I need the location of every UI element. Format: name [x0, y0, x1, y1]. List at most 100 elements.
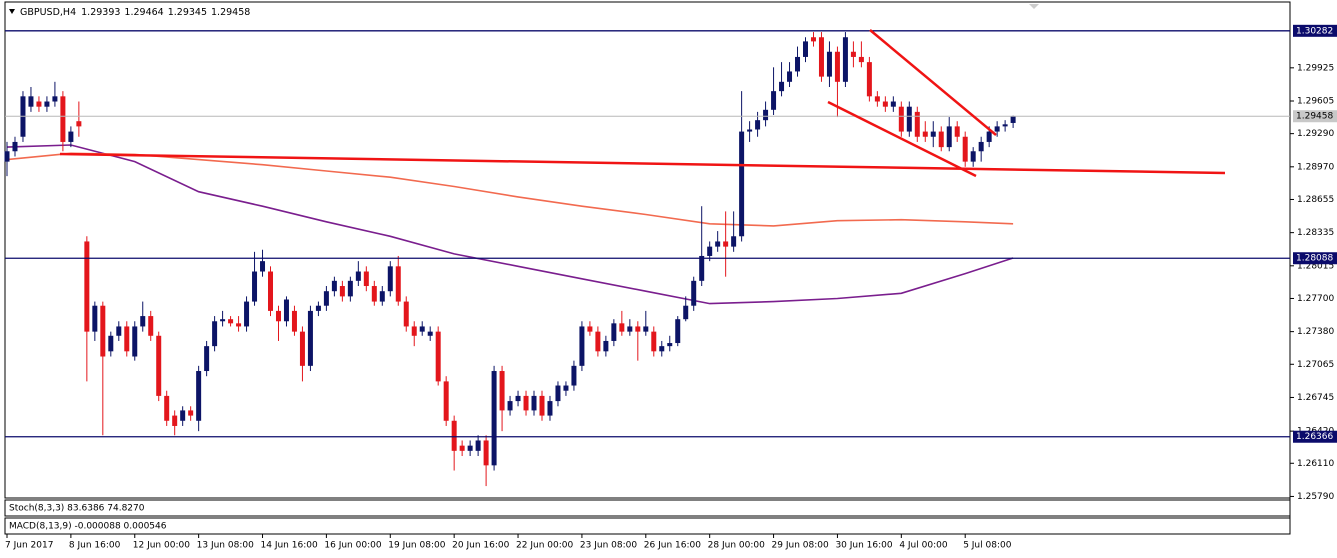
candle-body [76, 121, 82, 127]
candle-body [611, 323, 617, 341]
x-tick-label: 14 Jun 16:00 [261, 541, 318, 551]
candle-body [635, 326, 641, 332]
y-tick-label: 1.27700 [1297, 294, 1334, 304]
candle-body [970, 151, 976, 162]
x-tick-label: 16 Jun 00:00 [324, 541, 381, 551]
candle-body [411, 326, 417, 336]
x-tick-label: 19 Jun 08:00 [388, 541, 445, 551]
candle-body [587, 326, 593, 332]
candle-body [579, 326, 585, 366]
x-tick-label: 23 Jun 08:00 [580, 541, 637, 551]
candle-body [435, 331, 441, 382]
candle-body [571, 365, 577, 386]
candle-body [28, 96, 34, 107]
header-open: 1.29393 [81, 7, 120, 18]
candle-body [699, 255, 705, 281]
candle-body [148, 316, 154, 336]
candle-body [707, 246, 713, 256]
scroll-marker [1029, 4, 1039, 9]
trend-line [869, 29, 997, 136]
y-tick-label: 1.29925 [1297, 63, 1334, 73]
candle-body [307, 310, 313, 366]
x-tick-label: 13 Jun 08:00 [197, 541, 254, 551]
level-label-box [1293, 24, 1337, 37]
indicator-label: MACD(8,13,9) -0.000088 0.000546 [9, 522, 167, 532]
candle-body [866, 62, 872, 97]
candle-body [331, 280, 337, 292]
candle-body [419, 326, 425, 332]
y-tick-label: 1.28335 [1297, 228, 1334, 238]
candle-body [667, 343, 673, 347]
header-low: 1.29345 [168, 7, 207, 18]
candle-body [675, 319, 681, 344]
price-label: 1.29458 [1296, 112, 1333, 122]
candle-body [906, 106, 912, 132]
x-tick-label: 20 Jun 16:00 [452, 541, 509, 551]
candle-body [683, 305, 689, 320]
candle-body [507, 401, 513, 411]
indicator-label: Stoch(8,3,3) 83.6386 74.8270 [9, 504, 145, 514]
candle-body [60, 96, 66, 142]
candle-body [12, 141, 18, 152]
candle-body [275, 310, 281, 322]
candle-body [922, 131, 928, 137]
candle-body [795, 56, 801, 72]
candle-body [715, 241, 721, 247]
candle-body [858, 56, 864, 63]
candle-body [483, 440, 489, 466]
candle-body [515, 395, 521, 402]
candle-body [323, 291, 329, 306]
y-tick-label: 1.29290 [1297, 129, 1334, 139]
y-tick-label: 1.28970 [1297, 162, 1334, 172]
candle-body [563, 385, 569, 391]
candle-body [651, 331, 657, 352]
candle-body [914, 111, 920, 137]
candle-body [355, 271, 361, 281]
symbol-menu[interactable] [9, 9, 15, 14]
y-tick-label: 1.27065 [1297, 360, 1334, 370]
candle-body [810, 37, 816, 42]
candle-body [1002, 124, 1008, 127]
candle-body [787, 71, 793, 82]
candle-body [475, 440, 481, 451]
candle-body [627, 326, 633, 332]
level-label: 1.30282 [1296, 26, 1333, 36]
candle-body [156, 335, 162, 396]
candle-body [962, 136, 968, 162]
candle-body [116, 326, 122, 336]
candle-body [595, 331, 601, 352]
x-tick-label: 26 Jun 16:00 [644, 541, 701, 551]
candle-body [268, 271, 274, 311]
candle-body [803, 41, 808, 57]
candle-body [930, 131, 936, 137]
x-tick-label: 12 Jun 00:00 [133, 541, 190, 551]
candle-body [531, 395, 537, 411]
plot-layer: 1.29925 1.29605 1.29290 1.28970 1.28655 1.283… [4, 24, 1337, 551]
candle-body [523, 395, 529, 411]
candle-body [994, 126, 1000, 132]
x-tick-label: 28 Jun 00:00 [708, 541, 765, 551]
header-close: 1.29458 [211, 7, 250, 18]
candle-body [212, 321, 218, 347]
main-pane [4, 1, 1291, 499]
x-tick-label: 8 Jun 16:00 [69, 541, 121, 551]
candle-body [84, 241, 90, 332]
candle-body [691, 280, 697, 306]
candle-body [260, 261, 266, 272]
candle-body [92, 305, 98, 332]
x-tick-label: 29 Jun 08:00 [772, 541, 829, 551]
candle-body [731, 236, 737, 247]
candle-body [427, 331, 433, 336]
candle-body [363, 271, 369, 287]
candle-body [978, 141, 984, 152]
candle-body [451, 420, 457, 451]
candle-body [547, 401, 553, 416]
level-label-box [1293, 252, 1337, 265]
candle-body [826, 51, 832, 77]
y-tick-label: 1.25790 [1297, 492, 1334, 502]
y-tick-label: 1.29605 [1297, 96, 1334, 106]
candle-body [763, 109, 769, 121]
candle-body [1010, 116, 1016, 123]
